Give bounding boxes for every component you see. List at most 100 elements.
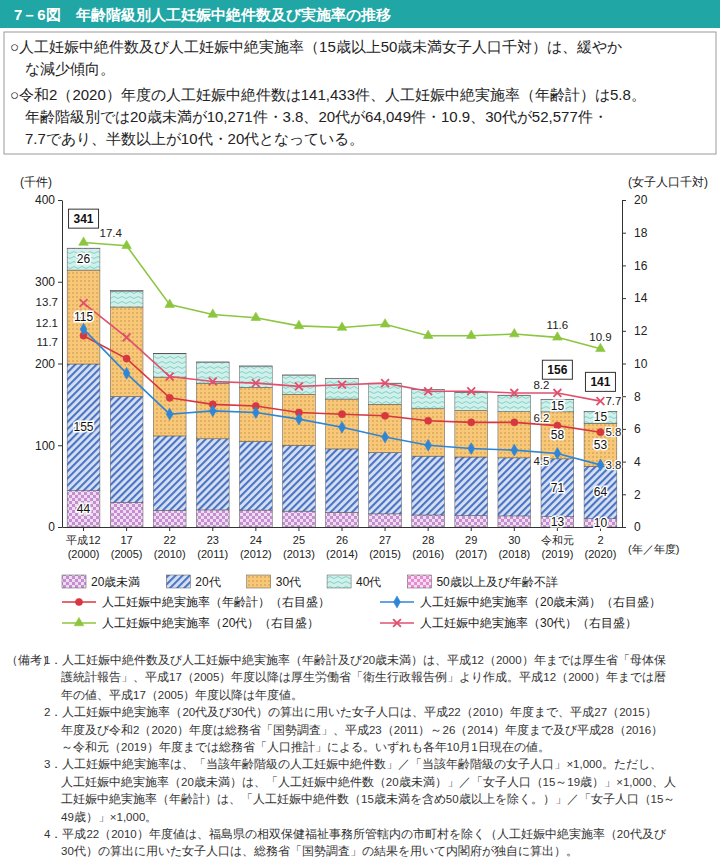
title-banner <box>0 0 720 28</box>
line-marker <box>166 394 173 401</box>
line-marker <box>295 382 303 390</box>
chart-svg: 7－6図 年齢階級別人工妊娠中絶件数及び実施率の推移○人工妊娠中絶件数及び人工妊… <box>0 0 720 866</box>
bar <box>67 364 100 491</box>
tick: 4 <box>622 455 641 469</box>
note-text: 2．人工妊娠中絶実施率（20代及び30代）の算出に用いた女子人口は、平成22（2… <box>44 705 657 719</box>
line-marker <box>165 299 175 307</box>
bar <box>196 361 229 362</box>
legend-item: 20歳未満 <box>62 575 140 589</box>
tick-label: 16 <box>634 259 648 273</box>
line-marker <box>468 419 475 426</box>
tick-label: 4 <box>634 455 641 469</box>
bar <box>326 512 359 527</box>
bars <box>67 248 617 527</box>
bar <box>283 511 316 527</box>
tick-mark <box>622 233 626 234</box>
legend-swatch <box>407 575 431 588</box>
note-text: 工妊娠中絶実施率（年齢計）は、「人工妊娠中絶件数（15歳未満を含め50歳以上を除… <box>61 792 675 806</box>
line-marker <box>510 389 518 397</box>
y-axis: 0100200300400 <box>35 193 63 534</box>
tick-mark <box>58 527 62 528</box>
tick-mark <box>471 527 472 531</box>
bar <box>455 410 488 457</box>
line-marker <box>123 355 130 362</box>
bar <box>498 395 531 411</box>
tick: 400 <box>35 193 62 207</box>
tick-mark <box>298 527 299 531</box>
line-marker <box>597 397 605 405</box>
line-marker <box>380 319 390 327</box>
tick-mark <box>385 527 386 531</box>
line-marker <box>338 381 346 389</box>
line-marker <box>208 309 218 317</box>
line-marker <box>80 323 87 335</box>
line-label: 3.8 <box>605 459 621 471</box>
line <box>84 243 601 349</box>
note-text: 30代）の算出に用いた女子人口は、総務省「国勢調査」の結果を用いて内閣府が独自に… <box>61 844 578 858</box>
summary-text: ○令和2（2020）年度の人工妊娠中絶件数は141,433件、人工妊娠中絶実施率… <box>10 86 646 103</box>
tick: 0 <box>48 520 62 534</box>
bar <box>498 516 531 527</box>
line-marker <box>337 322 347 330</box>
tick-mark <box>622 494 626 495</box>
tick: 10 <box>622 357 648 371</box>
bar <box>283 445 316 511</box>
legend-item: 20代 <box>166 575 220 589</box>
bar <box>369 383 402 404</box>
data-labels: 4415511526137158151064531511.76.25.812.1… <box>36 227 622 530</box>
y-axis-title: (千件) <box>20 175 52 189</box>
tick: 16 <box>622 259 648 273</box>
tick-mark <box>622 364 626 365</box>
tick-mark <box>622 331 626 332</box>
legend-item: 人工妊娠中絶実施率（20歳未満）（右目盛） <box>380 595 661 609</box>
legend-label: 人工妊娠中絶実施率（20代）（右目盛） <box>102 616 319 630</box>
legend-label: 40代 <box>356 575 381 589</box>
bar-label: 58 <box>551 428 565 442</box>
annotation-text: 156 <box>547 363 567 377</box>
note-text: 年の値、平成17（2005）年度以降は年度値。 <box>61 688 303 702</box>
summary-text: 年齢階級別では20歳未満が10,271件・3.8、20代が64,049件・10.… <box>25 108 608 125</box>
tick: 29(2017) <box>455 527 487 560</box>
tick-mark <box>83 527 84 531</box>
tick-label: 2(2020) <box>585 534 617 560</box>
tick: 0 <box>622 520 641 534</box>
legend-label: 30代 <box>276 575 301 589</box>
tick-mark <box>622 429 626 430</box>
line-label: 4.5 <box>533 455 549 467</box>
line-marker <box>511 444 518 456</box>
bar <box>196 510 229 527</box>
line-marker <box>423 330 433 338</box>
bar <box>326 399 359 449</box>
tick-label: 12 <box>634 324 648 338</box>
bar <box>110 290 143 291</box>
legend-label: 50歳以上及び年齢不詳 <box>436 575 557 589</box>
legend-swatch <box>327 575 351 588</box>
tick-label: 24(2012) <box>240 534 272 560</box>
legend-item: 人工妊娠中絶実施率（20代）（右目盛） <box>62 616 319 630</box>
bar-label: 115 <box>74 310 93 324</box>
line-marker <box>296 413 303 425</box>
legend-swatch <box>166 575 190 588</box>
tick-mark <box>212 527 213 531</box>
line-marker <box>425 417 432 424</box>
line-label: 7.7 <box>605 395 621 407</box>
line-marker <box>123 333 131 341</box>
tick-mark <box>58 364 62 365</box>
legend-label: 人工妊娠中絶実施率（年齢計）（右目盛） <box>102 595 330 609</box>
tick-label: 平成12(2000) <box>66 534 100 560</box>
tick-mark <box>58 282 62 283</box>
tick-label: 400 <box>35 193 55 207</box>
line-marker <box>338 411 345 418</box>
y2-axis: 02468101214161820 <box>622 193 648 534</box>
line-marker <box>382 412 389 419</box>
line-label: 17.4 <box>100 227 123 239</box>
bar <box>584 466 617 518</box>
line-marker <box>294 320 304 328</box>
tick-mark <box>514 527 515 531</box>
tick-label: 27(2015) <box>369 534 401 560</box>
line-marker <box>166 408 173 420</box>
bar <box>67 270 100 364</box>
lines <box>79 237 606 471</box>
line-marker <box>339 421 346 433</box>
tick-label: 20 <box>634 193 648 207</box>
